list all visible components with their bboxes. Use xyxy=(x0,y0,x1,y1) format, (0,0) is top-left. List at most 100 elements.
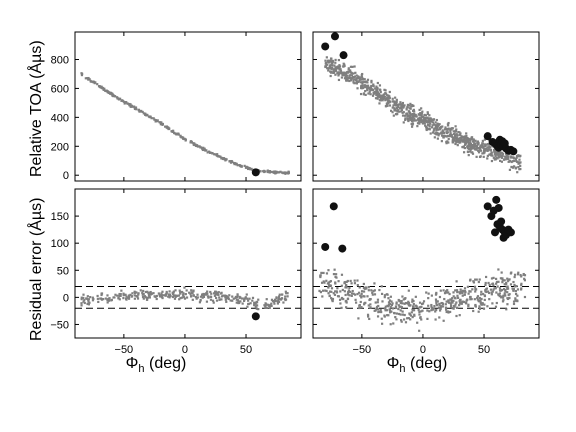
data-point xyxy=(425,128,428,132)
data-point xyxy=(420,310,423,313)
x-tick-label: 50 xyxy=(240,344,252,356)
data-point xyxy=(362,286,366,289)
data-point xyxy=(407,317,410,320)
data-point xyxy=(476,296,479,299)
data-point xyxy=(268,305,271,308)
data-point xyxy=(470,298,473,301)
data-point xyxy=(238,295,241,299)
data-point xyxy=(426,309,429,312)
data-point xyxy=(87,77,90,81)
data-point xyxy=(219,155,222,158)
data-point xyxy=(443,128,446,131)
data-point xyxy=(254,305,257,309)
panel-bottom-left: −50 0 50 −50 0 50 100 150 xyxy=(50,188,302,356)
data-point xyxy=(324,59,327,62)
data-point xyxy=(496,285,499,288)
data-point xyxy=(523,274,527,277)
data-point xyxy=(336,65,340,68)
data-point xyxy=(192,142,195,145)
data-point xyxy=(514,292,518,296)
data-point xyxy=(523,295,527,299)
data-point xyxy=(225,297,228,300)
data-point xyxy=(342,62,345,65)
data-point xyxy=(514,297,517,300)
data-point xyxy=(394,305,398,308)
data-point xyxy=(499,159,502,162)
data-point xyxy=(489,146,492,149)
data-point xyxy=(346,79,349,82)
data-point xyxy=(362,290,366,293)
data-point xyxy=(205,300,209,303)
data-point xyxy=(129,104,132,107)
data-point xyxy=(411,116,414,119)
data-point xyxy=(209,290,212,294)
data-point xyxy=(87,300,90,303)
y-tick-label: 0 xyxy=(63,292,69,304)
data-point xyxy=(327,292,330,295)
data-point xyxy=(160,292,163,295)
data-point xyxy=(514,166,518,169)
data-point xyxy=(348,286,351,289)
data-point xyxy=(278,293,281,296)
data-point xyxy=(426,111,429,114)
data-point xyxy=(122,297,125,300)
data-point xyxy=(129,293,132,296)
data-point xyxy=(206,295,210,298)
data-point xyxy=(172,292,175,296)
data-point xyxy=(133,297,136,300)
data-point xyxy=(287,172,290,175)
data-point xyxy=(503,283,506,286)
data-point xyxy=(135,294,138,298)
data-point xyxy=(415,115,418,118)
data-point xyxy=(508,296,511,300)
data-point xyxy=(428,120,431,123)
data-point xyxy=(494,287,497,290)
data-point xyxy=(146,296,149,299)
data-point xyxy=(160,293,163,296)
data-point xyxy=(491,282,494,286)
data-point xyxy=(460,302,463,305)
data-point xyxy=(469,138,472,141)
outlier-point xyxy=(506,228,515,237)
data-point xyxy=(329,60,332,63)
data-point xyxy=(401,310,404,313)
data-point xyxy=(517,162,520,165)
data-point xyxy=(376,95,379,98)
data-point xyxy=(442,319,445,322)
data-point xyxy=(462,290,465,293)
data-point xyxy=(191,292,194,295)
data-point xyxy=(378,288,381,292)
data-point xyxy=(171,291,174,294)
data-point xyxy=(384,305,387,308)
data-point xyxy=(412,302,415,306)
data-point xyxy=(357,317,360,320)
data-point xyxy=(523,277,526,280)
data-point xyxy=(348,294,351,297)
data-point xyxy=(484,290,487,293)
data-point xyxy=(154,120,157,123)
data-point xyxy=(449,132,452,135)
data-point xyxy=(150,117,153,120)
data-point xyxy=(188,291,191,294)
data-point xyxy=(479,149,482,152)
data-point xyxy=(160,295,163,298)
y-tick-label: 200 xyxy=(51,141,69,153)
data-point xyxy=(484,281,487,285)
data-point xyxy=(453,137,456,140)
data-point xyxy=(397,110,401,113)
data-point xyxy=(435,126,438,130)
data-point xyxy=(516,160,519,164)
data-point xyxy=(339,68,342,71)
data-point xyxy=(181,136,184,139)
data-point xyxy=(456,140,459,143)
data-point xyxy=(497,280,500,283)
data-point xyxy=(482,292,485,296)
data-point xyxy=(376,308,380,311)
data-point xyxy=(410,105,413,108)
data-point xyxy=(510,160,513,164)
data-point xyxy=(413,110,416,113)
data-point xyxy=(480,290,483,293)
data-point xyxy=(368,87,372,91)
data-point xyxy=(454,289,457,292)
data-point xyxy=(512,300,516,303)
